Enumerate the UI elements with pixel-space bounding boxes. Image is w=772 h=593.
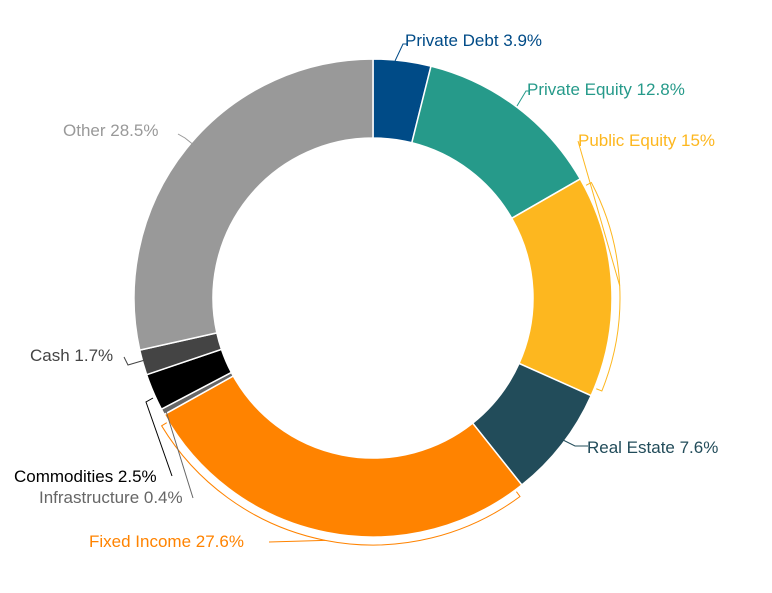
slice-fixed-income <box>163 374 523 538</box>
label-commodities: Commodities 2.5% <box>14 467 157 486</box>
slice-other <box>133 58 374 352</box>
leader-private-equity <box>516 90 530 107</box>
leader-public-equity <box>577 140 621 286</box>
label-other: Other 28.5% <box>63 121 158 140</box>
label-infrastructure: Infrastructure 0.4% <box>39 488 183 507</box>
leader-cash <box>123 356 146 366</box>
leader-private-debt <box>394 43 407 62</box>
slices-group <box>133 58 613 538</box>
slice-public-equity <box>510 177 613 397</box>
label-cash: Cash 1.7% <box>30 346 113 365</box>
label-private-debt: Private Debt 3.9% <box>405 31 542 50</box>
leader-fixed-income <box>268 539 326 543</box>
label-fixed-income: Fixed Income 27.6% <box>89 532 244 551</box>
leader-other <box>177 133 196 147</box>
leaders-group <box>123 43 621 546</box>
leader-infrastructure <box>165 410 194 499</box>
label-private-equity: Private Equity 12.8% <box>527 80 685 99</box>
label-real-estate: Real Estate 7.6% <box>587 438 718 457</box>
labels-group: Private Debt 3.9% Private Equity 12.8% Pub… <box>14 31 718 551</box>
leader-real-estate <box>554 435 588 447</box>
label-public-equity: Public Equity 15% <box>578 131 715 150</box>
leader-commodities <box>145 397 173 477</box>
bracket-fixed-income <box>160 422 521 546</box>
